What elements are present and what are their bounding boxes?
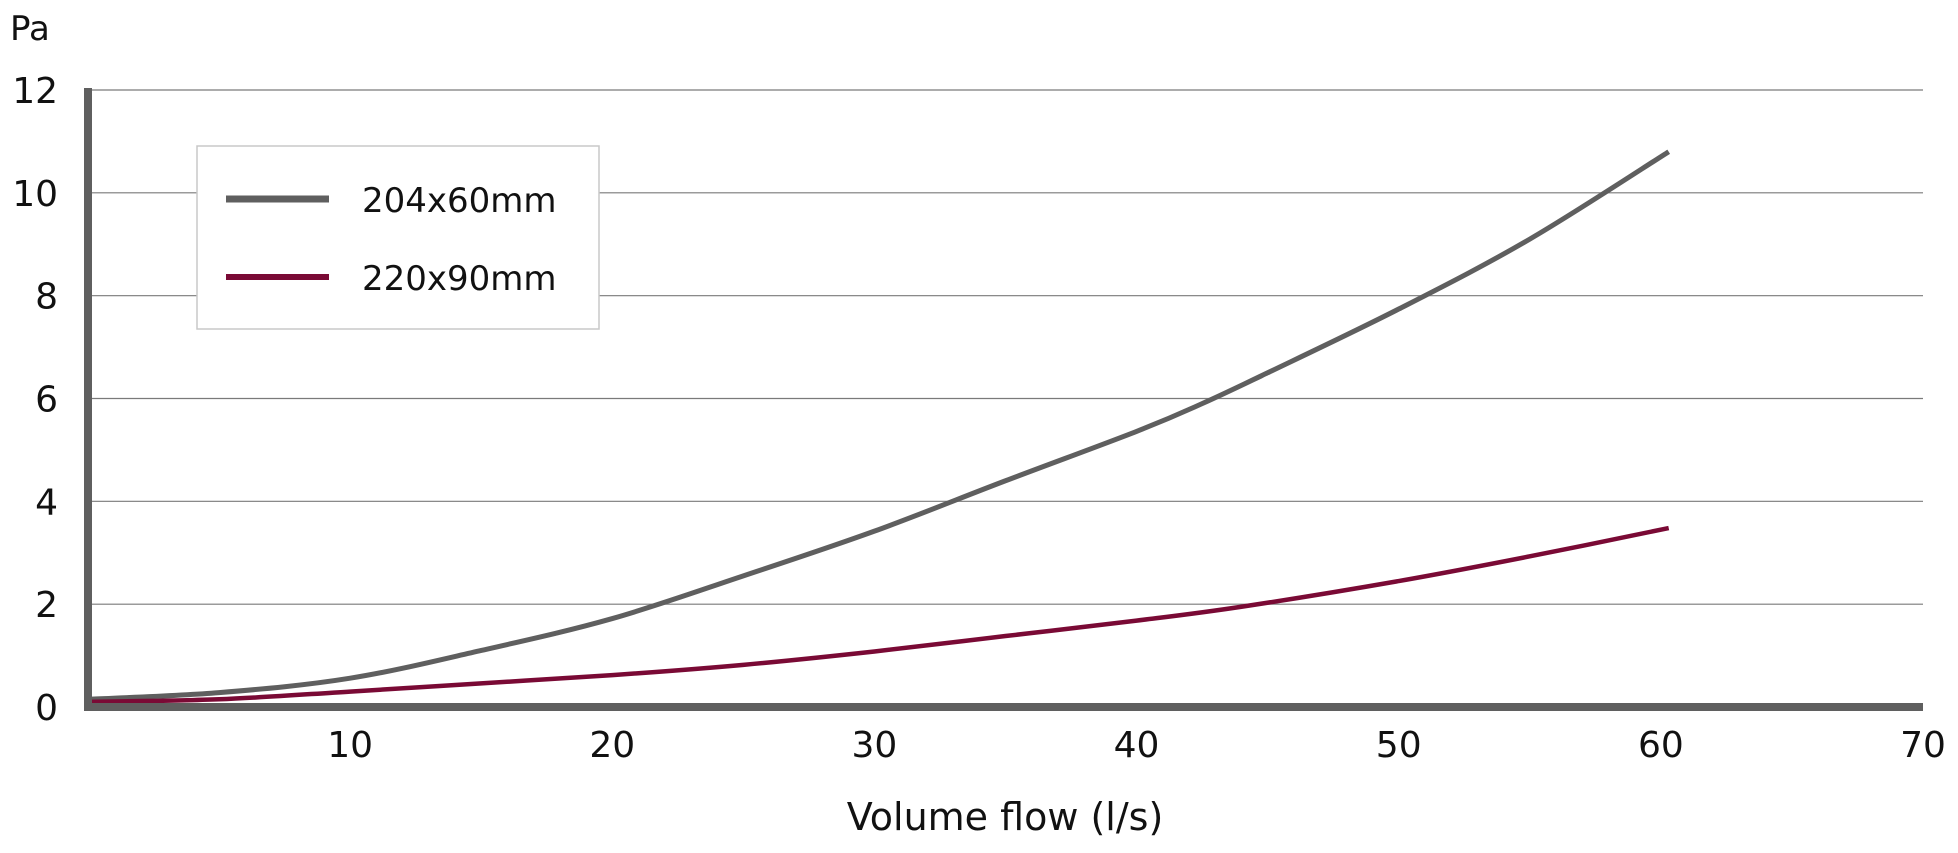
y-axis-label: Pa — [10, 9, 50, 49]
legend: 204x60mm 220x90mm — [196, 145, 600, 330]
y-tick-label: 8 — [35, 277, 58, 318]
x-tick-labels: 10 20 30 40 50 60 70 — [327, 725, 1946, 766]
x-tick-label: 10 — [327, 725, 373, 766]
series-line-204x60mm — [87, 149, 1671, 702]
y-tick-label: 10 — [12, 174, 58, 215]
x-tick-label: 30 — [852, 725, 898, 766]
legend-label-220x90mm: 220x90mm — [362, 259, 557, 299]
y-tick-label: 12 — [12, 71, 58, 112]
x-axis-label: Volume flow (l/s) — [847, 795, 1164, 839]
y-tick-label: 6 — [35, 380, 58, 421]
legend-box — [196, 145, 600, 330]
x-tick-label: 70 — [1900, 725, 1946, 766]
x-tick-label: 50 — [1376, 725, 1422, 766]
x-tick-label: 40 — [1114, 725, 1160, 766]
x-tick-label: 60 — [1638, 725, 1684, 766]
y-tick-label: 2 — [35, 585, 58, 626]
y-tick-label: 0 — [35, 688, 58, 729]
series-lines — [87, 149, 1671, 705]
x-tick-label: 20 — [589, 725, 635, 766]
series-line-220x90mm — [87, 525, 1670, 705]
y-tick-label: 4 — [35, 482, 58, 523]
legend-label-204x60mm: 204x60mm — [362, 181, 557, 221]
y-tick-labels: 0 2 4 6 8 10 12 — [12, 71, 58, 729]
